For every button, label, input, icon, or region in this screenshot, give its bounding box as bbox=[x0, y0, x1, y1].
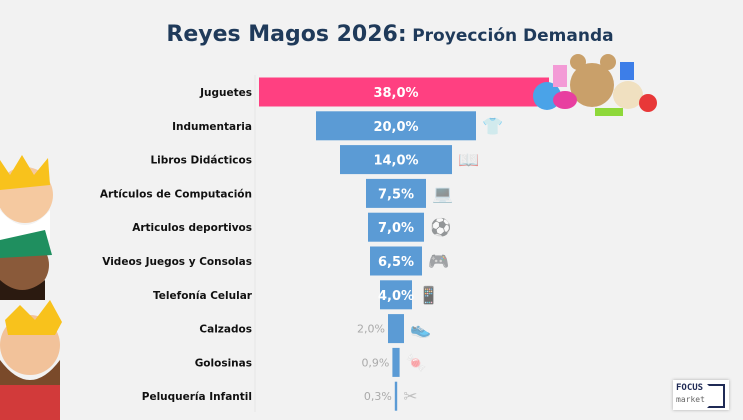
bar-5 bbox=[370, 246, 422, 276]
kings-illustration bbox=[0, 155, 62, 420]
title-sub: Proyección Demanda bbox=[412, 26, 614, 46]
logo-text-focus: FOCUS bbox=[676, 383, 704, 393]
category-label: Golosinas bbox=[195, 357, 252, 369]
laptop-icon: 💻 bbox=[432, 184, 453, 204]
logo-text-market: market bbox=[676, 395, 705, 404]
title-main: Reyes Magos 2026: bbox=[166, 22, 407, 47]
value-label: 2,0% bbox=[357, 323, 385, 336]
focus-market-logo: FOCUS market bbox=[673, 380, 729, 410]
soccer-ball-icon: ⚽ bbox=[429, 217, 451, 238]
category-label: Videos Juegos y Consolas bbox=[102, 256, 252, 268]
category-label: Calzados bbox=[199, 324, 252, 336]
bar-6 bbox=[380, 280, 412, 310]
value-label: 0,9% bbox=[361, 356, 389, 369]
value-label: 7,0% bbox=[378, 221, 414, 236]
sneakers-icon: 👟 bbox=[410, 320, 431, 340]
value-label: 14,0% bbox=[373, 154, 418, 169]
smartphone-icon: 📱 bbox=[418, 285, 439, 306]
bar-7 bbox=[388, 314, 404, 344]
category-label: Articulos deportivos bbox=[132, 222, 252, 234]
category-label: Peluquería Infantil bbox=[142, 391, 252, 403]
game-console-icon: 🎮 bbox=[428, 252, 449, 272]
category-label: Libros Didácticos bbox=[150, 155, 252, 167]
value-label: 0,3% bbox=[364, 390, 392, 403]
value-label: 4,0% bbox=[378, 289, 414, 304]
bar-3 bbox=[366, 178, 426, 208]
bar-8 bbox=[392, 347, 400, 377]
book-icon: 📖 bbox=[458, 151, 479, 171]
category-label: Juguetes bbox=[199, 87, 252, 99]
value-label: 6,5% bbox=[378, 255, 414, 270]
category-label: Telefonía Celular bbox=[153, 290, 253, 302]
value-label: 20,0% bbox=[373, 120, 418, 135]
value-label: 7,5% bbox=[378, 187, 414, 202]
tshirt-icon: 👕 bbox=[482, 117, 503, 137]
value-label: 38,0% bbox=[373, 86, 418, 101]
toys-illustration bbox=[533, 54, 657, 116]
category-label: Artículos de Computación bbox=[100, 188, 252, 200]
category-label: Indumentaria bbox=[172, 121, 252, 133]
bar-9 bbox=[394, 381, 398, 411]
chart-title: Reyes Magos 2026: Proyección Demanda bbox=[0, 22, 743, 47]
bar-0 bbox=[259, 77, 549, 107]
candy-icon: 🍬 bbox=[406, 352, 427, 373]
bar-4 bbox=[368, 212, 424, 242]
bar-2 bbox=[340, 145, 452, 175]
logo-bracket-icon bbox=[707, 384, 725, 408]
scissors-comb-icon: ✂ bbox=[403, 387, 417, 407]
bar-1 bbox=[316, 111, 476, 141]
